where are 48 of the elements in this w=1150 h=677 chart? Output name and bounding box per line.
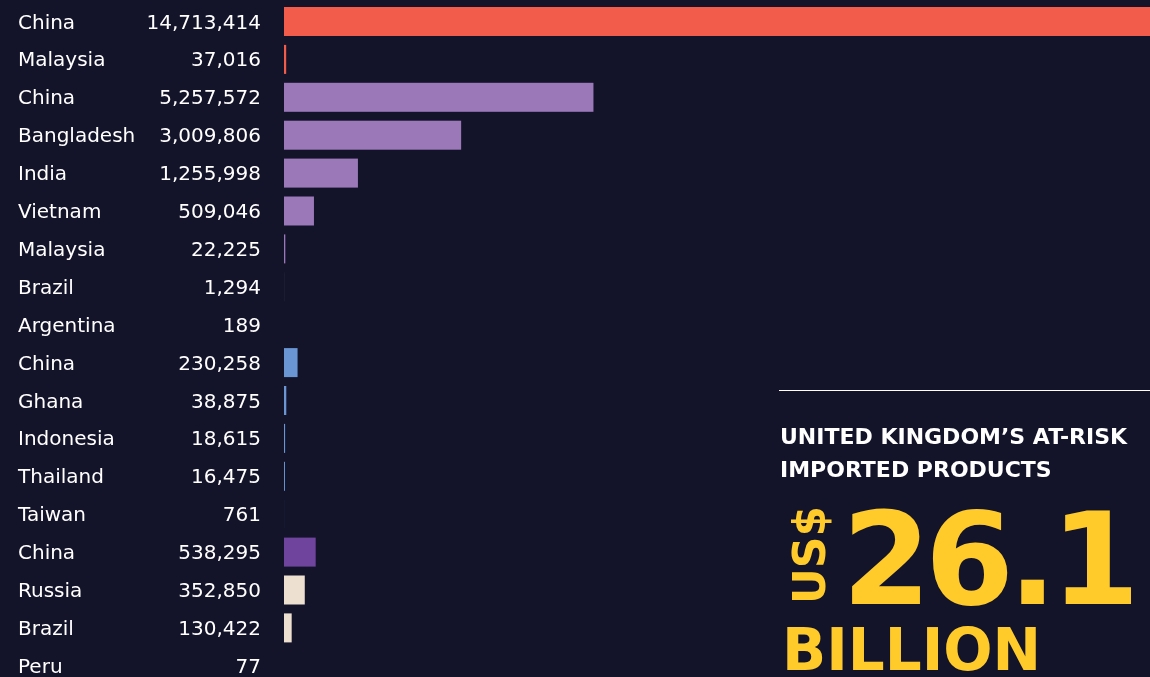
y-tick-label: Bangladesh [18, 123, 136, 148]
y-tick-label: Russia [18, 578, 83, 602]
data-label: 5,257,572 [159, 85, 261, 110]
y-tick-label: Vietnam [18, 199, 102, 223]
y-tick-label: Thailand [17, 464, 104, 489]
y-tick-label: Taiwan [17, 502, 87, 527]
y-tick-label: Brazil [18, 615, 74, 640]
bar [284, 82, 594, 112]
data-label: 77 [235, 653, 261, 677]
y-tick-label: Peru [18, 653, 63, 677]
y-tick-label: Malaysia [18, 47, 106, 72]
bar [284, 575, 305, 605]
y-tick-label: Argentina [18, 312, 116, 337]
bar [284, 44, 287, 74]
data-label: 1,255,998 [159, 161, 261, 186]
bar [284, 7, 1150, 36]
bar [284, 120, 462, 150]
y-tick-label: Brazil [18, 274, 74, 299]
data-label: 38,875 [191, 388, 261, 413]
data-label: 37,016 [191, 47, 261, 72]
y-tick-label: China [18, 9, 76, 34]
y-tick-label: India [18, 161, 68, 186]
data-label: 538,295 [178, 540, 261, 565]
data-label: 1,294 [203, 274, 261, 299]
bar [284, 158, 358, 188]
data-label: 16,475 [191, 464, 261, 489]
y-tick-label: Indonesia [18, 426, 115, 451]
annotation: US$ [784, 505, 835, 605]
y-tick-label: China [18, 540, 76, 565]
data-label: 18,615 [191, 426, 261, 451]
bar [284, 348, 298, 378]
y-tick-label: Malaysia [18, 236, 106, 261]
data-label: 509,046 [178, 199, 261, 223]
data-label: 189 [222, 312, 261, 337]
data-label: 352,850 [178, 578, 261, 602]
data-label: 22,225 [191, 236, 261, 261]
y-tick-label: Ghana [18, 388, 84, 413]
data-label: 3,009,806 [159, 123, 261, 148]
bar [284, 537, 316, 567]
bar [284, 196, 314, 226]
data-label: 761 [222, 502, 261, 527]
bar [284, 613, 292, 643]
data-label: 14,713,414 [146, 9, 261, 34]
y-tick-label: China [18, 85, 76, 110]
y-tick-label: China [18, 350, 76, 375]
data-label: 130,422 [178, 615, 261, 640]
data-label: 230,258 [178, 350, 261, 375]
annotation: UNITED KINGDOM’S AT-RISK IMPORTED PRODUCTS [780, 424, 1129, 482]
